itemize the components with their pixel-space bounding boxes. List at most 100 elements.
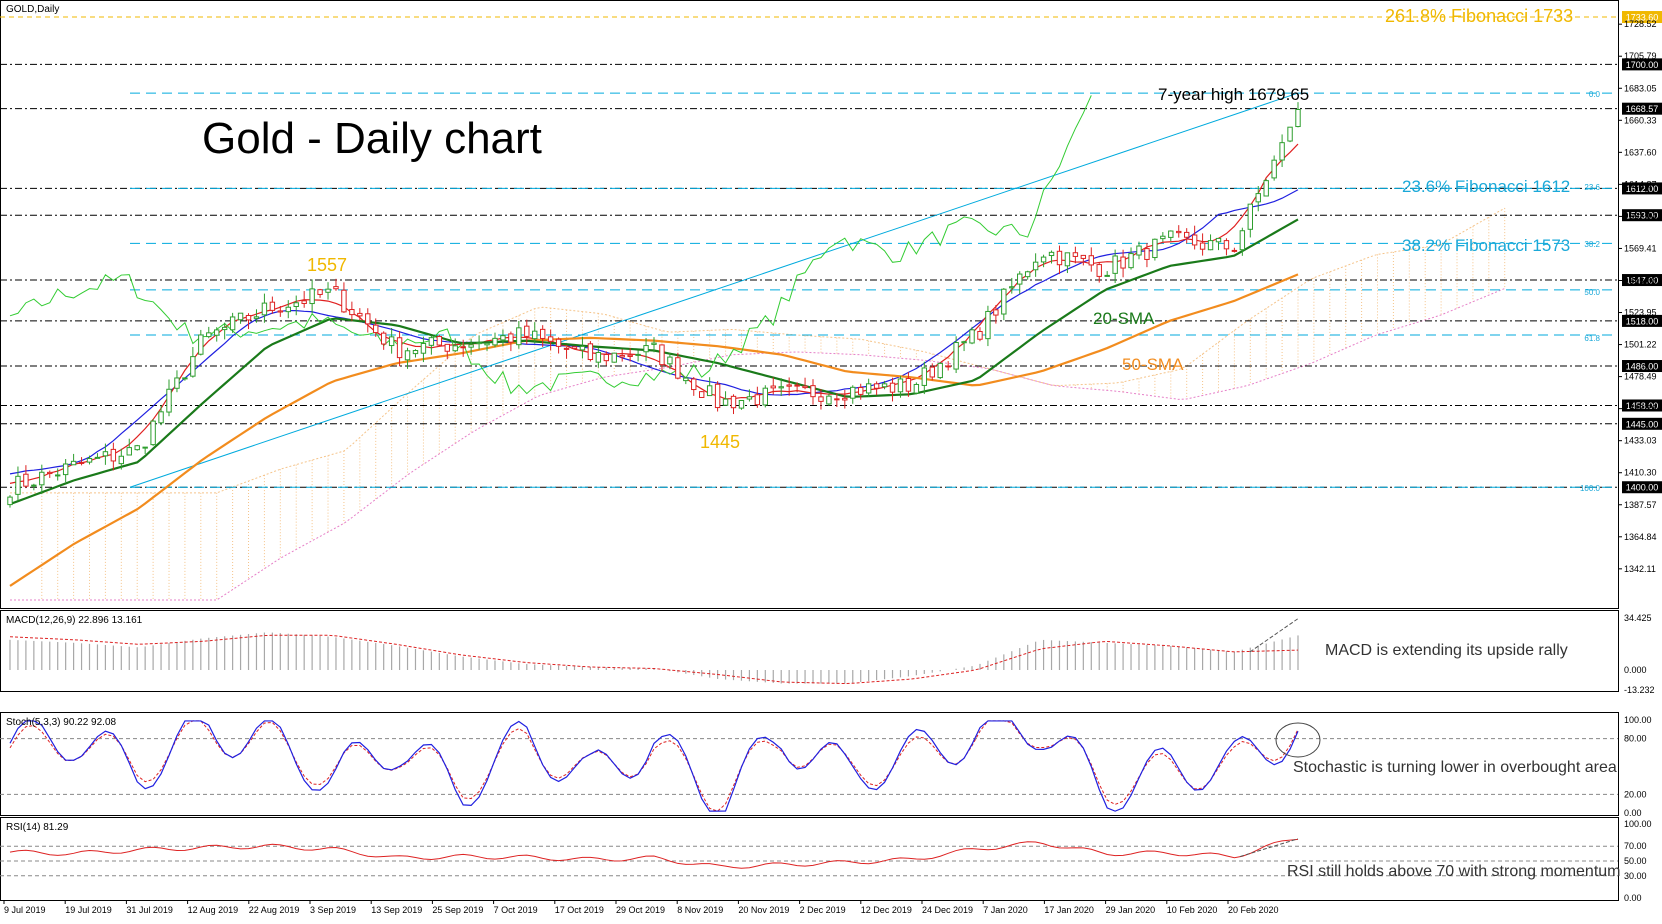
price-tick-label: 1387.57 [1624, 500, 1657, 510]
rsi-tick-label: 100.00 [1624, 819, 1652, 829]
date-label: 22 Aug 2019 [249, 905, 300, 915]
stoch-tick-label: 80.00 [1624, 734, 1647, 744]
rsi-note: RSI still holds above 70 with strong mom… [1287, 863, 1620, 880]
level-box [1622, 417, 1662, 430]
candle-body [1112, 255, 1118, 274]
candle-body [524, 325, 530, 337]
level-box [1622, 11, 1662, 24]
candle-body [86, 457, 93, 463]
candle-body [198, 334, 204, 355]
candle-body [126, 447, 132, 456]
candle-body [1183, 231, 1190, 238]
level-box [1622, 481, 1662, 494]
candle-body [905, 378, 912, 392]
candle-body [118, 455, 125, 465]
candle-body [1009, 286, 1015, 289]
candle-body [738, 399, 745, 409]
macd-title: MACD(12,26,9) 22.896 13.161 [6, 615, 143, 626]
candle-body [1032, 261, 1039, 271]
candle-body [15, 475, 21, 495]
candle-body [396, 337, 403, 359]
sma50-label: 50-SMA [1122, 355, 1184, 374]
candle-body [1024, 271, 1031, 278]
candle-body [47, 471, 53, 475]
price-tick-label: 1637.60 [1624, 147, 1657, 157]
candle-body [691, 378, 697, 391]
candle-body [94, 456, 101, 459]
candle-body [826, 395, 832, 405]
candle-body [182, 377, 188, 380]
candle-body [365, 313, 371, 325]
candle-body [1001, 288, 1007, 315]
candle-body [23, 473, 29, 487]
sma20-label: 20-SMA [1093, 309, 1155, 328]
candle-body [1144, 248, 1150, 260]
senkou-span-b [10, 288, 1505, 601]
date-label: 24 Dec 2019 [922, 905, 973, 915]
candle-body [110, 448, 117, 462]
candle-body [977, 330, 983, 340]
date-label: 3 Sep 2019 [310, 905, 356, 915]
candle-body [436, 336, 443, 346]
stoch-signal-line [9, 720, 1299, 812]
candle-body [1207, 240, 1214, 251]
fib-236-label: 23.6% Fibonacci 1612 [1402, 177, 1570, 196]
candle-body [1136, 245, 1142, 256]
rsi-title: RSI(14) 81.29 [6, 822, 69, 833]
candle-body [412, 350, 419, 355]
stoch-title: Stoch(5,3,3) 90.22 92.08 [6, 717, 117, 728]
candle-body [786, 384, 792, 387]
candle-body [214, 329, 220, 336]
date-label: 31 Jul 2019 [126, 905, 173, 915]
macd-trend-arrow [1249, 618, 1299, 653]
price-tick-label: 1410.30 [1624, 468, 1657, 478]
candle-body [834, 398, 840, 401]
candle-body [1096, 264, 1102, 277]
candle-body [301, 300, 307, 304]
level-box [1622, 182, 1662, 195]
price-tick-label: 1614.87 [1624, 179, 1657, 189]
candle-body [134, 445, 140, 451]
candle-body [229, 316, 236, 331]
low-1557-label: 1557 [307, 255, 347, 275]
level-box [1622, 102, 1662, 115]
date-label: 17 Jan 2020 [1044, 905, 1094, 915]
candle-body [508, 333, 514, 343]
candle-body [754, 394, 761, 406]
candle-body [873, 383, 880, 389]
candle-body [1247, 203, 1253, 230]
candle-body [55, 474, 61, 477]
date-label: 12 Dec 2019 [861, 905, 912, 915]
candle-body [341, 289, 347, 313]
date-label: 8 Nov 2019 [677, 905, 723, 915]
candle-body [1199, 242, 1206, 250]
fib-small-618: 61.8 [1584, 334, 1600, 343]
candle-body [714, 383, 721, 409]
seven-year-high-label: 7-year high 1679.65 [1158, 85, 1309, 104]
candle-body [858, 387, 864, 395]
candle-body [659, 344, 665, 366]
candle-body [1056, 250, 1063, 266]
candle-body [579, 345, 586, 351]
price-tick-label: 1728.52 [1624, 19, 1657, 29]
date-label: 7 Jan 2020 [983, 905, 1028, 915]
candle-body [452, 345, 458, 352]
fib-small-236: 23.6 [1584, 183, 1600, 192]
candle-body [237, 312, 244, 321]
candle-body [309, 288, 315, 305]
price-tick-label: 1660.33 [1624, 115, 1657, 125]
candle-body [706, 385, 713, 397]
candle-body [404, 350, 411, 361]
price-tick-label: 1455.76 [1624, 404, 1657, 414]
level-box [1622, 209, 1662, 222]
candle-body [1223, 240, 1230, 250]
candle-body [206, 332, 212, 338]
candle-body [357, 312, 363, 317]
candle-body [667, 356, 673, 365]
candle-body [253, 316, 260, 319]
chikou-span [9, 95, 1092, 395]
rsi-indicator [0, 838, 1618, 877]
candle-body [1152, 238, 1158, 259]
candle-body [1271, 159, 1277, 179]
candle-body [1287, 126, 1293, 142]
